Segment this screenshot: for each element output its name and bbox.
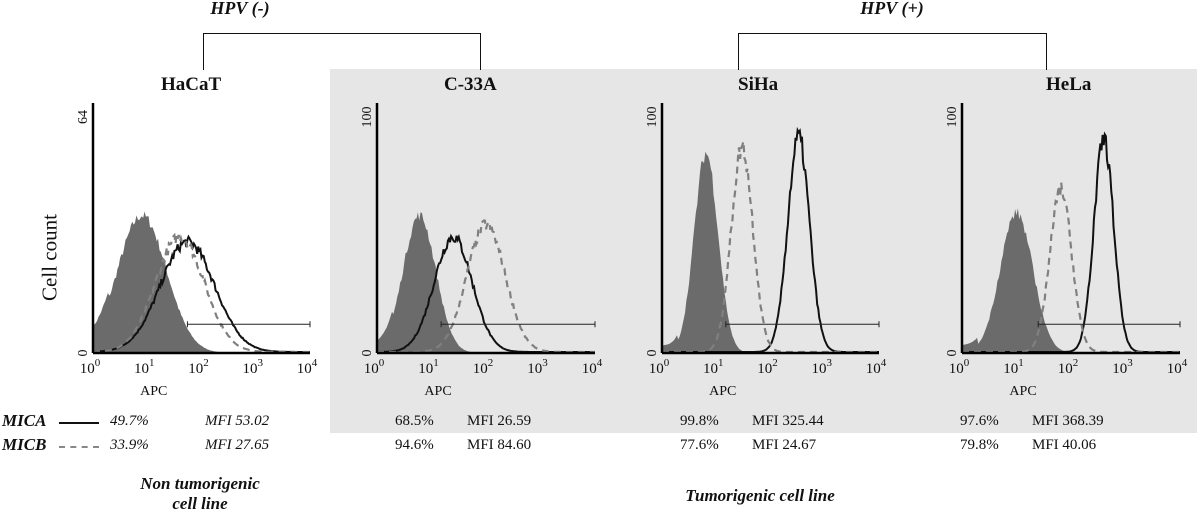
siha-x-tick-label: 102 xyxy=(757,357,778,377)
c33a-micb-percent: 94.6% xyxy=(395,437,434,453)
hela-x-tick-label: 102 xyxy=(1058,357,1079,377)
panel-title-c33a: C-33A xyxy=(444,74,497,95)
siha-x-tick-label: 101 xyxy=(703,357,724,377)
c33a-x-axis-label: APC xyxy=(424,384,451,399)
c33a-y-tick-max: 100 xyxy=(360,107,375,128)
siha-y-tick-max: 100 xyxy=(645,107,660,128)
c33a-y-tick-min: 0 xyxy=(360,350,375,357)
legend-micb-line xyxy=(59,446,99,448)
siha-mica-mfi: MFI 325.44 xyxy=(752,413,824,429)
c33a-x-tick-label: 102 xyxy=(473,357,494,377)
bracket-hpv-negative xyxy=(203,33,481,70)
c33a-micb-mfi: MFI 84.60 xyxy=(467,437,532,453)
hacat-x-tick-label: 104 xyxy=(297,357,318,377)
hela-x-tick-label: 103 xyxy=(1112,357,1133,377)
hela-x-tick-label: 101 xyxy=(1003,357,1024,377)
c33a-mica-percent: 68.5% xyxy=(395,413,434,429)
legend-micb-label: MICB xyxy=(2,435,47,454)
hela-mica-mfi: MFI 368.39 xyxy=(1032,413,1104,429)
hela-y-tick-min: 0 xyxy=(945,350,960,357)
hela-x-tick-label: 104 xyxy=(1167,357,1188,377)
siha-micb-percent: 77.6% xyxy=(680,437,719,453)
group-label-hpv-negative: HPV (-) xyxy=(210,0,270,18)
hacat-y-tick-max: 64 xyxy=(76,110,91,124)
siha-y-tick-min: 0 xyxy=(645,350,660,357)
panel-title-hacat: HaCaT xyxy=(161,74,222,95)
hacat-micb-percent: 33.9% xyxy=(110,437,149,453)
panel-title-siha: SiHa xyxy=(738,74,779,95)
siha-x-tick-label: 103 xyxy=(812,357,833,377)
c33a-x-tick-label: 100 xyxy=(364,357,385,377)
hacat-x-tick-label: 101 xyxy=(134,357,155,377)
hacat-micb-histogram xyxy=(93,232,310,354)
c33a-x-tick-label: 101 xyxy=(418,357,439,377)
c33a-mica-mfi: MFI 26.59 xyxy=(467,413,532,429)
hacat-mica-percent: 49.7% xyxy=(110,413,149,429)
hacat-y-tick-min: 0 xyxy=(76,350,91,357)
hacat-x-tick-label: 102 xyxy=(188,357,209,377)
hela-micb-percent: 79.8% xyxy=(960,437,999,453)
hacat-isotype-histogram xyxy=(93,211,310,353)
hela-micb-mfi: MFI 40.06 xyxy=(1032,437,1097,453)
tumorigenic-background xyxy=(330,69,1197,433)
c33a-isotype-histogram xyxy=(377,212,595,353)
hela-y-tick-max: 100 xyxy=(945,107,960,128)
hacat-x-tick-label: 100 xyxy=(80,357,101,377)
hela-isotype-histogram xyxy=(962,208,1180,353)
hacat-mica-mfi: MFI 53.02 xyxy=(205,413,270,429)
hacat-micb-mfi: MFI 27.65 xyxy=(205,437,270,453)
siha-mica-percent: 99.8% xyxy=(680,413,719,429)
panel-title-hela: HeLa xyxy=(1046,74,1092,95)
siha-micb-mfi: MFI 24.67 xyxy=(752,437,817,453)
siha-x-tick-label: 104 xyxy=(866,357,887,377)
hela-x-tick-label: 100 xyxy=(949,357,970,377)
hacat-mica-histogram xyxy=(93,234,310,353)
caption-non-tumorigenic: Non tumorigenic cell line xyxy=(100,474,300,514)
c33a-x-tick-label: 103 xyxy=(527,357,548,377)
siha-isotype-histogram xyxy=(662,151,879,353)
legend-mica-line xyxy=(59,422,99,424)
hela-mica-percent: 97.6% xyxy=(960,413,999,429)
legend-mica-label: MICA xyxy=(2,411,47,430)
hacat-x-axis-label: APC xyxy=(140,384,167,399)
caption-non-tumorigenic-line2: cell line xyxy=(172,494,228,513)
caption-non-tumorigenic-line1: Non tumorigenic xyxy=(140,474,260,493)
group-label-hpv-positive: HPV (+) xyxy=(860,0,924,18)
c33a-x-tick-label: 104 xyxy=(582,357,603,377)
bracket-hpv-positive xyxy=(738,33,1047,70)
hacat-x-tick-label: 103 xyxy=(243,357,264,377)
hela-x-axis-label: APC xyxy=(1009,384,1036,399)
caption-tumorigenic: Tumorigenic cell line xyxy=(685,486,835,505)
siha-x-axis-label: APC xyxy=(709,384,736,399)
siha-x-tick-label: 100 xyxy=(649,357,670,377)
